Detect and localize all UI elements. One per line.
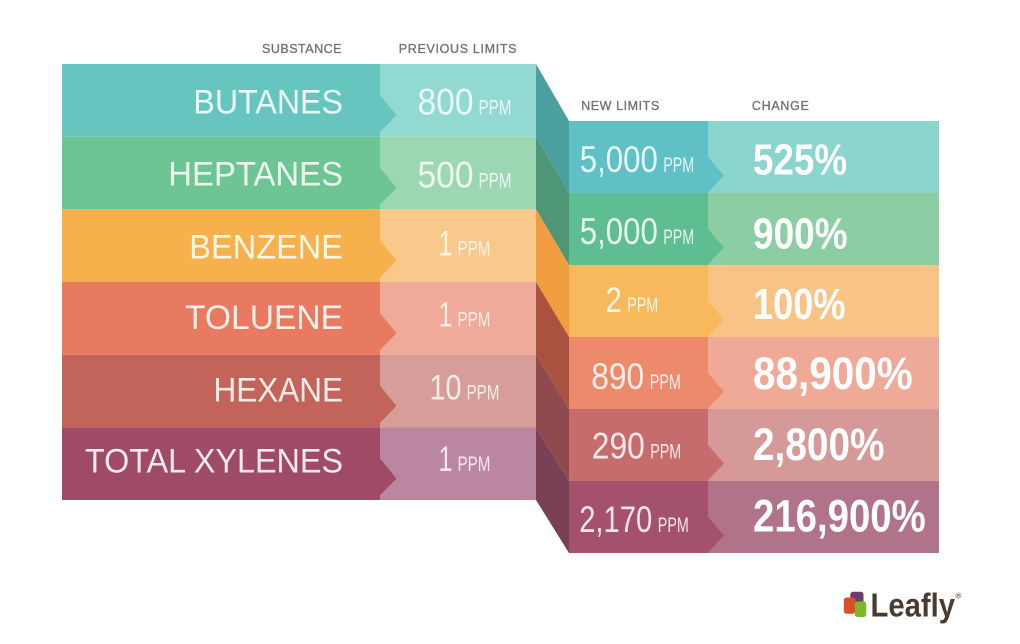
- svg-text:TOTAL XYLENES: TOTAL XYLENES: [85, 443, 343, 481]
- svg-text:HEXANE: HEXANE: [214, 372, 344, 410]
- svg-text:CHANGE: CHANGE: [752, 99, 809, 113]
- svg-text:1: 1: [439, 439, 453, 479]
- svg-text:PPM: PPM: [650, 441, 681, 464]
- svg-text:216,900%: 216,900%: [753, 491, 926, 542]
- svg-text:PPM: PPM: [458, 238, 491, 261]
- svg-text:TOLUENE: TOLUENE: [185, 299, 343, 337]
- svg-text:2,170: 2,170: [579, 499, 652, 540]
- svg-text:BUTANES: BUTANES: [193, 84, 343, 122]
- svg-text:BENZENE: BENZENE: [189, 229, 343, 267]
- svg-text:HEPTANES: HEPTANES: [168, 156, 343, 194]
- svg-text:SUBSTANCE: SUBSTANCE: [262, 42, 342, 56]
- svg-text:PPM: PPM: [458, 453, 491, 476]
- svg-text:®: ®: [956, 592, 962, 601]
- svg-text:890: 890: [591, 356, 644, 397]
- svg-text:PPM: PPM: [663, 226, 694, 249]
- svg-text:900%: 900%: [753, 210, 848, 259]
- svg-text:10: 10: [430, 367, 462, 407]
- svg-text:PPM: PPM: [663, 154, 694, 177]
- svg-text:5,000: 5,000: [580, 211, 658, 252]
- svg-text:800: 800: [418, 82, 474, 123]
- svg-text:525%: 525%: [753, 136, 847, 185]
- svg-text:1: 1: [439, 224, 453, 264]
- svg-text:PPM: PPM: [467, 381, 500, 404]
- svg-text:PPM: PPM: [479, 97, 512, 120]
- svg-text:PREVIOUS LIMITS: PREVIOUS LIMITS: [399, 42, 517, 56]
- svg-text:100%: 100%: [753, 280, 846, 329]
- svg-text:PPM: PPM: [479, 169, 512, 192]
- svg-text:NEW LIMITS: NEW LIMITS: [581, 99, 659, 113]
- svg-text:PPM: PPM: [650, 371, 681, 394]
- svg-text:290: 290: [592, 426, 645, 467]
- svg-text:2: 2: [606, 280, 622, 320]
- svg-text:88,900%: 88,900%: [753, 348, 913, 399]
- svg-text:PPM: PPM: [658, 514, 689, 537]
- svg-text:5,000: 5,000: [580, 139, 658, 180]
- svg-text:2,800%: 2,800%: [753, 419, 885, 470]
- svg-text:PPM: PPM: [458, 309, 491, 332]
- svg-text:Leafly: Leafly: [871, 587, 956, 624]
- svg-text:500: 500: [418, 154, 474, 195]
- svg-text:PPM: PPM: [627, 294, 658, 317]
- svg-text:1: 1: [439, 295, 453, 335]
